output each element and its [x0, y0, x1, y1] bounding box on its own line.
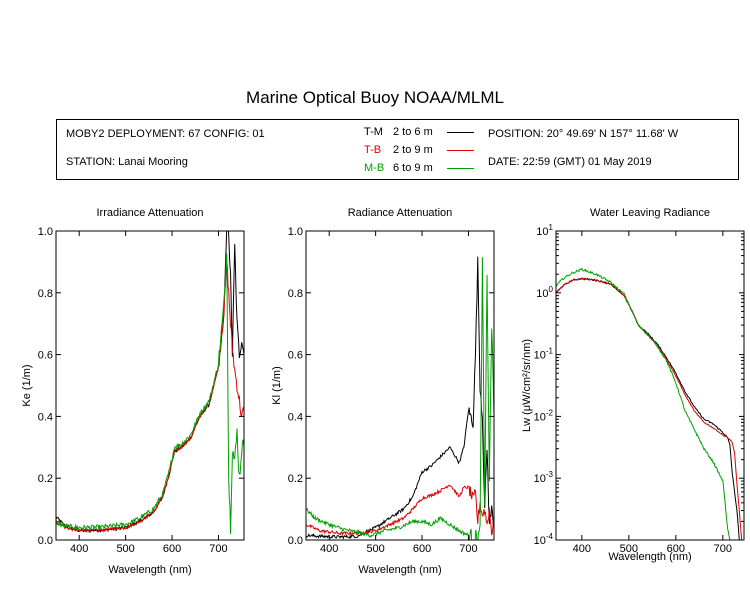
x-tick-label: 600 — [413, 543, 431, 555]
legend-code-mb: M-B — [364, 162, 385, 174]
legend-code-tm: T-M — [364, 126, 383, 138]
y-tick-label: 0.4 — [38, 411, 53, 423]
date-label: DATE: 22:59 (GMT) 01 May 2019 — [488, 156, 652, 168]
x-tick-label: 400 — [70, 543, 88, 555]
y-tick-label: 0.8 — [288, 288, 303, 300]
y-tick-label: 100 — [536, 285, 553, 300]
x-tick-label: 500 — [366, 543, 384, 555]
x-axis-label: Wavelength (nm) — [358, 564, 441, 576]
y-tick-label: 0.6 — [288, 350, 303, 362]
deployment-info-box: MOBY2 DEPLOYMENT: 67 CONFIG: 01 STATION:… — [56, 119, 739, 180]
y-tick-label: 0.0 — [38, 535, 53, 547]
y-tick-label: 0.8 — [38, 288, 53, 300]
series-line-t-b — [556, 277, 743, 540]
y-tick-label: 0.6 — [38, 350, 53, 362]
y-tick-label: 10-3 — [534, 470, 554, 485]
series-line-t-b — [56, 262, 244, 533]
x-tick-label: 700 — [714, 543, 732, 555]
legend-line-mb — [447, 168, 474, 169]
series-line-t-m — [306, 256, 494, 540]
page-title: Marine Optical Buoy NOAA/MLML — [246, 88, 504, 107]
x-axis-label: Wavelength (nm) — [608, 551, 691, 563]
deployment-label: MOBY2 DEPLOYMENT: 67 CONFIG: 01 — [66, 128, 265, 140]
chart-title: Radiance Attenuation — [348, 207, 453, 219]
y-tick-label: 0.4 — [288, 411, 303, 423]
x-tick-label: 500 — [116, 543, 134, 555]
y-tick-label: 10-1 — [534, 347, 554, 362]
x-tick-label: 600 — [163, 543, 181, 555]
x-tick-label: 700 — [459, 543, 477, 555]
plot-frame — [55, 230, 245, 541]
y-axis-label: Kl (1/m) — [271, 366, 283, 405]
legend-range-tm: 2 to 6 m — [393, 126, 433, 138]
legend-range-mb: 6 to 9 m — [393, 162, 433, 174]
y-axis-label: Lw (μW/cm²/sr/nm) — [521, 339, 533, 432]
chart-title: Irradiance Attenuation — [96, 207, 203, 219]
legend-range-tb: 2 to 9 m — [393, 144, 433, 156]
plot-frame — [555, 230, 745, 541]
series-line-m-b — [306, 257, 494, 540]
chart-title: Water Leaving Radiance — [590, 207, 710, 219]
x-tick-label: 700 — [209, 543, 227, 555]
x-tick-label: 500 — [620, 543, 638, 555]
station-label: STATION: Lanai Mooring — [66, 156, 188, 168]
legend-line-tm — [447, 132, 474, 133]
y-tick-label: 10-2 — [534, 408, 554, 423]
series-line-t-b — [306, 484, 494, 536]
y-tick-label: 0.2 — [288, 473, 303, 485]
plot-frame — [305, 230, 495, 541]
x-tick-label: 400 — [573, 543, 591, 555]
y-tick-label: 101 — [536, 223, 553, 238]
series-line-t-m — [556, 277, 740, 540]
legend-code-tb: T-B — [364, 144, 382, 156]
y-tick-label: 0.2 — [38, 473, 53, 485]
position-label: POSITION: 20° 49.69' N 157° 11.68' W — [488, 128, 679, 140]
series-line-m-b — [556, 267, 731, 540]
y-tick-label: 0.0 — [288, 535, 303, 547]
series-line-m-b — [56, 253, 244, 534]
x-axis-label: Wavelength (nm) — [108, 564, 191, 576]
legend-line-tb — [447, 150, 474, 151]
x-tick-label: 600 — [667, 543, 685, 555]
x-tick-label: 400 — [320, 543, 338, 555]
y-axis-label: Ke (1/m) — [21, 364, 33, 406]
y-tick-label: 1.0 — [288, 226, 303, 238]
y-tick-label: 10-4 — [534, 532, 554, 547]
y-tick-label: 1.0 — [38, 226, 53, 238]
